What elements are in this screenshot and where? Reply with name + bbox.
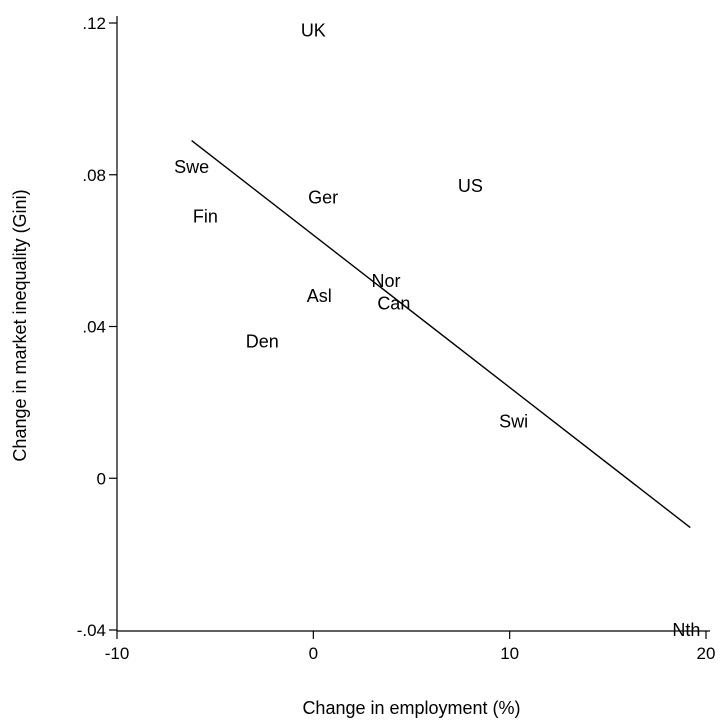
- fit-line: [191, 140, 691, 529]
- x-tick-label: 20: [697, 644, 716, 663]
- point-label-asl: Asl: [307, 286, 332, 306]
- y-tick-label: .04: [82, 318, 106, 337]
- y-ticks: -.04 0 .04 .08 .12: [77, 14, 117, 640]
- y-tick-label: .12: [82, 14, 106, 33]
- axes: [116, 16, 710, 632]
- x-tick-label: 0: [309, 644, 318, 663]
- point-label-fin: Fin: [193, 206, 218, 226]
- y-tick-label: -.04: [77, 621, 106, 640]
- x-axis-title: Change in employment (%): [302, 698, 520, 718]
- x-tick-label: 10: [500, 644, 519, 663]
- point-label-can: Can: [377, 294, 410, 314]
- point-label-uk: UK: [301, 21, 326, 41]
- point-label-ger: Ger: [308, 188, 338, 208]
- point-label-nor: Nor: [371, 271, 400, 291]
- x-ticks: -10 0 10 20: [105, 631, 716, 663]
- x-tick-label: -10: [105, 644, 130, 663]
- y-axis-title: Change in market inequality (Gini): [10, 189, 30, 461]
- point-label-swe: Swe: [174, 157, 209, 177]
- fit-line-group: [191, 140, 691, 529]
- point-label-swi: Swi: [499, 411, 528, 431]
- point-label-den: Den: [246, 332, 279, 352]
- y-tick-label: 0: [97, 469, 106, 488]
- point-labels: UK Swe Fin Ger US Nor Asl Can Den Swi Nth: [174, 21, 700, 640]
- y-tick-label: .08: [82, 166, 106, 185]
- point-label-us: US: [458, 176, 483, 196]
- point-label-nth: Nth: [672, 620, 700, 640]
